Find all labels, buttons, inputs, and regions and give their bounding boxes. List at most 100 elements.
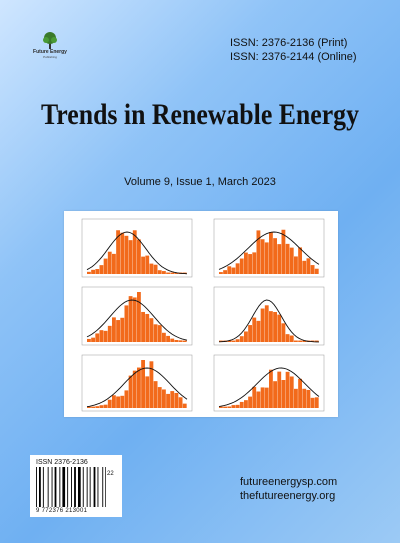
barcode-bar bbox=[62, 467, 66, 507]
histogram-bar bbox=[128, 296, 133, 342]
histogram-bar bbox=[149, 318, 154, 342]
histogram-bar bbox=[178, 340, 183, 342]
histogram-bar bbox=[302, 260, 307, 274]
histogram-bar bbox=[95, 333, 100, 342]
cover-figure bbox=[64, 211, 338, 417]
histogram-bar bbox=[103, 258, 108, 274]
histogram-bar bbox=[153, 264, 158, 274]
tree-icon bbox=[43, 32, 57, 49]
histogram-grid-image bbox=[81, 218, 325, 412]
histogram-bar bbox=[231, 405, 236, 408]
barcode-bar bbox=[102, 467, 104, 507]
histogram-bar bbox=[149, 263, 154, 274]
histogram-bar bbox=[157, 270, 162, 274]
histogram-bar bbox=[235, 339, 240, 342]
histogram-bar bbox=[302, 340, 307, 342]
histogram-bar bbox=[87, 271, 91, 274]
histogram-bar bbox=[166, 335, 170, 342]
histogram-bar bbox=[170, 338, 175, 342]
barcode-bar bbox=[59, 467, 61, 507]
histogram-bar bbox=[132, 230, 137, 274]
histogram-bar bbox=[256, 230, 261, 274]
histogram-bar bbox=[273, 238, 277, 274]
histogram-bar bbox=[227, 406, 232, 408]
histogram-bar bbox=[99, 330, 104, 342]
histogram-bar bbox=[95, 269, 100, 274]
histogram-bar bbox=[285, 243, 290, 274]
website-link-2[interactable]: thefutureenergy.org bbox=[240, 490, 336, 502]
histogram-bar bbox=[132, 297, 137, 342]
histogram-bar bbox=[273, 381, 277, 408]
histogram-bar bbox=[174, 340, 179, 342]
histogram-bar bbox=[87, 406, 91, 408]
histogram-bar bbox=[128, 375, 133, 408]
histogram-bar bbox=[314, 340, 319, 342]
histogram-bar bbox=[264, 305, 269, 342]
normal-curve bbox=[86, 231, 188, 275]
histogram-bar bbox=[120, 395, 125, 408]
barcode-bar bbox=[86, 467, 88, 507]
barcode-bar bbox=[47, 467, 49, 507]
histogram-bar bbox=[244, 331, 248, 342]
histogram-bar bbox=[124, 390, 129, 408]
barcode-bar bbox=[39, 467, 41, 507]
barcode-bar bbox=[51, 467, 53, 507]
barcode-bar bbox=[67, 467, 69, 507]
normal-curve bbox=[86, 367, 188, 408]
histogram-bar bbox=[112, 253, 116, 274]
histogram-panel bbox=[81, 218, 193, 278]
histogram-bar bbox=[248, 396, 252, 408]
barcode-bar bbox=[93, 467, 96, 507]
histogram-bar bbox=[124, 305, 129, 342]
barcode-bar bbox=[42, 467, 44, 507]
histogram-bar bbox=[141, 311, 145, 342]
histogram-bar bbox=[107, 325, 112, 342]
histogram-bar bbox=[174, 272, 179, 274]
volume-info: Volume 9, Issue 1, March 2023 bbox=[124, 176, 276, 188]
histogram-bar bbox=[298, 378, 302, 408]
barcode-bar bbox=[54, 467, 57, 507]
histogram-bar bbox=[314, 397, 319, 408]
histogram-bar bbox=[112, 317, 116, 342]
histogram-bar bbox=[310, 265, 315, 274]
barcode-bar bbox=[71, 467, 72, 507]
barcode-bar bbox=[78, 467, 81, 507]
histogram-bar bbox=[235, 263, 240, 274]
histogram-bar bbox=[223, 406, 227, 408]
barcode: ISSN 2376-2136 22 9 772376 213001 bbox=[30, 455, 122, 517]
histogram-bar bbox=[219, 272, 223, 274]
barcode-issn: ISSN 2376-2136 bbox=[36, 459, 88, 466]
histogram-bar bbox=[306, 258, 311, 274]
histogram-bar bbox=[116, 320, 120, 342]
histogram-bar bbox=[260, 239, 265, 274]
histogram-panel bbox=[213, 286, 325, 346]
issn-print: ISSN: 2376-2136 (Print) bbox=[230, 37, 348, 49]
normal-curve bbox=[86, 299, 188, 341]
histogram-bar bbox=[227, 340, 232, 342]
website-link-1[interactable]: futureenergysp.com bbox=[240, 476, 338, 488]
histogram-bar bbox=[91, 269, 95, 274]
histogram-bar bbox=[277, 371, 282, 408]
histogram-bar bbox=[107, 251, 112, 274]
histogram-bar bbox=[162, 271, 166, 274]
histogram-bar bbox=[91, 406, 95, 408]
histogram-bar bbox=[281, 229, 286, 274]
histogram-bar bbox=[145, 313, 150, 342]
barcode-bars bbox=[36, 467, 106, 507]
histogram-panel bbox=[213, 218, 325, 278]
histogram-bar bbox=[314, 268, 319, 274]
histogram-bar bbox=[269, 311, 273, 342]
histogram-bar bbox=[124, 235, 129, 274]
histogram-bar bbox=[227, 266, 232, 274]
histogram-bar bbox=[285, 371, 290, 408]
histogram-bar bbox=[264, 387, 269, 408]
histogram-bar bbox=[166, 393, 170, 408]
histogram-bar bbox=[294, 388, 298, 408]
histogram-bar bbox=[137, 292, 141, 342]
histogram-bar bbox=[244, 400, 248, 408]
histogram-bar bbox=[310, 397, 315, 408]
histogram-bar bbox=[223, 270, 227, 274]
histogram-bar bbox=[103, 404, 108, 408]
histogram-bar bbox=[239, 401, 244, 408]
histogram-bar bbox=[256, 391, 261, 408]
